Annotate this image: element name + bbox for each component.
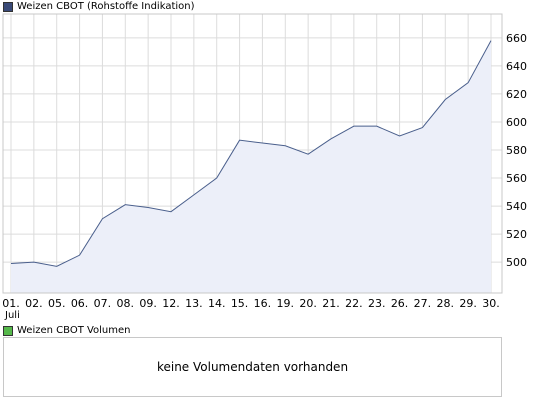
x-tick-label: 26. — [391, 297, 409, 310]
y-tick-label: 540 — [506, 200, 527, 213]
price-chart: 500 520 540 560 580 600 620 640 660 01. 02. 05. 06.… — [2, 13, 527, 321]
x-tick-label: 06. — [71, 297, 89, 310]
x-tick-label: 19. — [277, 297, 295, 310]
price-line — [10, 40, 492, 267]
volume-legend-swatch — [3, 325, 13, 336]
x-tick-label: 14. — [208, 297, 226, 310]
x-tick-label: 01. — [2, 297, 20, 310]
x-tick-label: 09. — [139, 297, 157, 310]
price-legend-swatch — [3, 1, 13, 12]
x-tick-label: 20. — [299, 297, 317, 310]
volume-empty-message: keine Volumendaten vorhanden — [156, 360, 349, 374]
x-tick-label: 05. — [48, 297, 66, 310]
x-tick-label: 12. — [162, 297, 180, 310]
plot-frame — [2, 13, 503, 294]
x-tick-label: 27. — [414, 297, 432, 310]
x-tick-label: 22. — [345, 297, 363, 310]
x-tick-label: 30. — [482, 297, 500, 310]
price-legend: Weizen CBOT (Rohstoffe Indikation) — [3, 0, 195, 13]
x-tick-label: 21. — [322, 297, 340, 310]
y-tick-label: 600 — [506, 116, 527, 129]
y-tick-label: 660 — [506, 32, 527, 45]
volume-legend: Weizen CBOT Volumen — [3, 324, 131, 337]
x-tick-label: 15. — [231, 297, 249, 310]
volume-panel: keine Volumendaten vorhanden — [3, 337, 502, 397]
y-axis-ticks: 500 520 540 560 580 600 620 640 660 — [506, 32, 527, 269]
x-tick-label: 08. — [117, 297, 135, 310]
y-tick-label: 500 — [506, 256, 527, 269]
x-tick-label: 13. — [185, 297, 203, 310]
volume-legend-label: Weizen CBOT Volumen — [17, 325, 131, 336]
y-tick-label: 560 — [506, 172, 527, 185]
price-legend-label: Weizen CBOT (Rohstoffe Indikation) — [17, 1, 195, 12]
y-tick-label: 580 — [506, 144, 527, 157]
x-tick-label: 23. — [368, 297, 386, 310]
y-tick-label: 620 — [506, 88, 527, 101]
x-tick-label: 29. — [459, 297, 477, 310]
x-tick-label: 16. — [254, 297, 272, 310]
y-tick-label: 640 — [506, 60, 527, 73]
x-axis-month-label: Juli — [4, 310, 20, 321]
x-tick-label: 02. — [25, 297, 43, 310]
y-tick-label: 520 — [506, 228, 527, 241]
x-axis-ticks: 01. 02. 05. 06. 07. 08. 09. 12. 13. 14. 15. 16. 19. 2… — [2, 297, 500, 310]
x-tick-label: 28. — [437, 297, 455, 310]
x-tick-label: 07. — [94, 297, 112, 310]
price-area — [11, 40, 491, 293]
